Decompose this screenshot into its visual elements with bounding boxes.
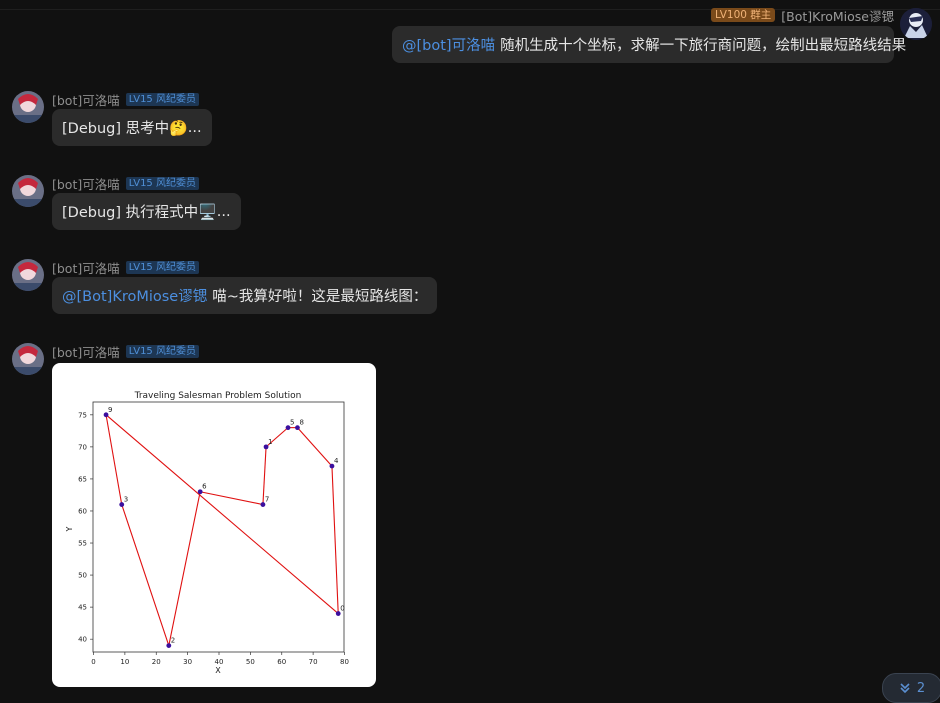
x-tick-label: 70	[309, 658, 318, 666]
bot-message-header: [bot]可洛喵 LV15 风纪委员	[52, 259, 199, 276]
message-bubble[interactable]: [Debug] 思考中 🤔 ...	[52, 109, 212, 146]
y-tick-label: 65	[78, 475, 87, 483]
route-chart-image[interactable]: Traveling Salesman Problem Solution 0 10 2…	[52, 363, 376, 687]
city-label: 6	[202, 483, 207, 491]
mention-link[interactable]: @[bot]可洛喵	[402, 38, 496, 54]
route-segment	[297, 427, 333, 467]
message-text: 喵~我算好啦！这是最短路线图：	[212, 289, 428, 305]
level-badge: LV15 风纪委员	[125, 176, 199, 190]
sender-name[interactable]: [bot]可洛喵	[52, 260, 120, 276]
city-point	[263, 444, 269, 450]
message-bubble[interactable]: [Debug] 执行程式中 🖥️ ...	[52, 193, 241, 230]
city-label: 4	[334, 457, 339, 465]
computer-emoji-icon: 🖥️	[198, 202, 217, 221]
bot-message-header: [bot]可洛喵 LV15 风纪委员	[52, 175, 199, 192]
bot-message-header: [bot]可洛喵 LV15 风纪委员	[52, 343, 199, 360]
city-point	[335, 611, 341, 616]
scroll-to-bottom-button[interactable]: 2	[882, 673, 940, 703]
city-label: 1	[268, 438, 272, 446]
city-point	[103, 412, 109, 418]
y-tick-label: 75	[78, 411, 87, 419]
city-label: 7	[265, 496, 269, 504]
x-tick-label: 30	[183, 658, 192, 666]
city-point	[166, 643, 172, 648]
bot-message-header: [bot]可洛喵 LV15 风纪委员	[52, 91, 199, 108]
x-tick-label: 10	[120, 658, 129, 666]
message-bubble[interactable]: @[Bot]KroMiose谬锶 喵~我算好啦！这是最短路线图：	[52, 277, 438, 314]
message-text: [Debug] 执行程式中	[62, 205, 199, 221]
city-point	[119, 502, 125, 507]
x-axis-label: X	[215, 666, 221, 675]
city-point	[329, 463, 335, 469]
chart-title: Traveling Salesman Problem Solution	[134, 391, 302, 401]
city-label: 2	[171, 637, 175, 645]
level-badge: LV15 风纪委员	[125, 92, 199, 106]
bot-avatar[interactable]	[12, 343, 44, 375]
bot-avatar[interactable]	[12, 175, 44, 207]
owner-badge: LV100 群主	[711, 8, 776, 22]
city-point	[197, 489, 203, 495]
x-tick-label: 60	[277, 658, 286, 666]
mention-link[interactable]: @[Bot]KroMiose谬锶	[62, 289, 208, 305]
sender-name[interactable]: [bot]可洛喵	[52, 344, 120, 360]
city-label: 5	[290, 419, 294, 427]
route-segment	[200, 491, 264, 506]
y-tick-label: 50	[78, 572, 87, 580]
bot-avatar[interactable]	[12, 91, 44, 123]
y-tick-label: 70	[78, 443, 87, 451]
y-tick-label: 60	[78, 507, 87, 515]
x-tick-label: 80	[340, 658, 349, 666]
self-message-bubble[interactable]: @[bot]可洛喵 随机生成十个坐标，求解一下旅行商问题，绘制出最短路线结果	[392, 26, 906, 63]
route-segment	[168, 491, 201, 646]
route-segment	[121, 504, 170, 646]
y-tick-label: 55	[78, 540, 87, 548]
city-point	[285, 425, 291, 431]
route-segment	[105, 414, 339, 614]
route-segment	[331, 466, 339, 614]
city-label: 0	[340, 605, 344, 613]
x-tick-label: 50	[246, 658, 255, 666]
top-divider	[0, 9, 940, 10]
bot-avatar[interactable]	[12, 259, 44, 291]
y-tick-label: 45	[78, 604, 87, 612]
city-point	[260, 502, 266, 507]
message-suffix: ...	[216, 203, 231, 220]
sender-name[interactable]: [Bot]KroMiose谬锶	[781, 8, 894, 24]
route-segment	[105, 414, 123, 505]
x-tick-label: 0	[91, 658, 95, 666]
plot-frame	[92, 401, 345, 653]
city-label: 9	[108, 406, 112, 414]
unread-count: 2	[916, 680, 926, 696]
message-text: 随机生成十个坐标，求解一下旅行商问题，绘制出最短路线结果	[500, 38, 907, 54]
city-label: 8	[299, 419, 303, 427]
sender-name[interactable]: [bot]可洛喵	[52, 176, 120, 192]
double-chevron-down-icon	[900, 683, 910, 694]
x-tick-label: 40	[215, 658, 224, 666]
self-avatar[interactable]	[900, 8, 932, 40]
y-tick-label: 40	[78, 636, 87, 644]
sender-name[interactable]: [bot]可洛喵	[52, 92, 120, 108]
x-tick-label: 20	[152, 658, 161, 666]
level-badge: LV15 风纪委员	[125, 344, 199, 358]
thinking-emoji-icon: 🤔	[169, 118, 188, 137]
level-badge: LV15 风纪委员	[125, 260, 199, 274]
city-point	[295, 425, 300, 431]
route-segment	[262, 446, 267, 505]
tsp-chart: Traveling Salesman Problem Solution 0 10 2…	[65, 391, 349, 675]
self-message-header: LV100 群主 [Bot]KroMiose谬锶	[711, 7, 894, 24]
route-segment	[265, 427, 289, 448]
message-suffix: ...	[187, 119, 202, 136]
message-text: [Debug] 思考中	[62, 121, 170, 137]
y-axis-label: Y	[65, 526, 74, 532]
city-label: 3	[124, 496, 128, 504]
